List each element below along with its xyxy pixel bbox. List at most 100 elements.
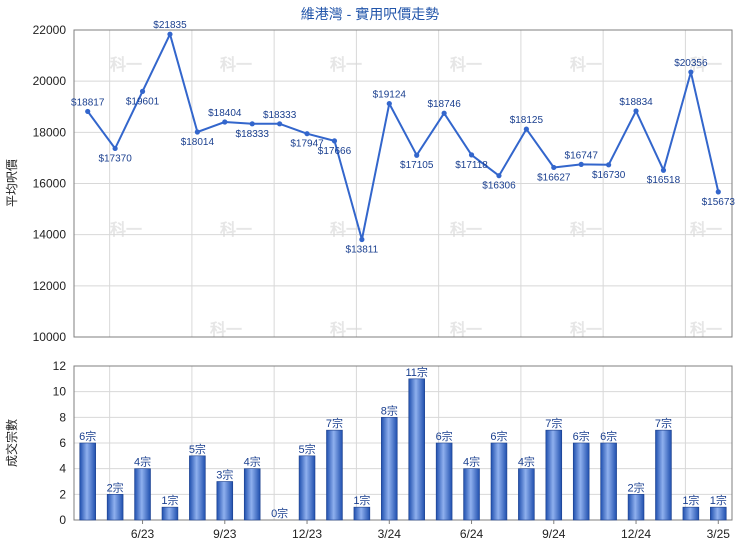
- price-point[interactable]: [331, 138, 338, 144]
- volume-bar[interactable]: [682, 506, 700, 521]
- price-point[interactable]: [468, 152, 475, 158]
- volume-bar[interactable]: [353, 506, 371, 521]
- price-tick-label: 18000: [33, 125, 67, 139]
- volume-bar[interactable]: [545, 429, 563, 521]
- price-point[interactable]: [715, 189, 721, 195]
- price-point[interactable]: [523, 126, 529, 132]
- volume-data-label: 8宗: [381, 403, 398, 417]
- price-point[interactable]: [551, 164, 557, 171]
- x-tick-label: 6/23: [131, 527, 155, 541]
- watermark: 科一: [450, 320, 482, 339]
- price-point[interactable]: [606, 162, 612, 168]
- volume-bar[interactable]: [381, 417, 398, 521]
- volume-axis-label: 成交宗數: [4, 419, 19, 467]
- watermark: 科一: [110, 55, 142, 74]
- price-data-label: $16518: [647, 175, 681, 186]
- price-data-label: $18834: [619, 97, 653, 108]
- volume-bar[interactable]: [627, 494, 645, 521]
- price-point[interactable]: [304, 131, 310, 137]
- price-point[interactable]: [633, 108, 639, 114]
- watermark: 科一: [450, 220, 482, 239]
- volume-bar[interactable]: [326, 429, 343, 521]
- price-axis-label: 平均呎價: [5, 159, 19, 207]
- volume-bar[interactable]: [161, 506, 179, 521]
- price-tick-label: 16000: [33, 177, 67, 191]
- volume-bar[interactable]: [243, 468, 261, 521]
- price-tick-label: 12000: [33, 279, 67, 293]
- price-data-label: $17370: [98, 153, 132, 164]
- price-point[interactable]: [139, 88, 146, 94]
- price-data-label: $17118: [455, 160, 488, 171]
- volume-bar[interactable]: [134, 468, 151, 521]
- price-tick-label: 20000: [33, 74, 67, 88]
- price-point[interactable]: [441, 110, 447, 116]
- price-point[interactable]: [386, 100, 392, 107]
- x-tick-label: 3/25: [707, 527, 731, 541]
- x-tick-label: 9/23: [213, 527, 237, 541]
- chart-title: 維港灣 - 實用呎價走勢: [301, 6, 439, 22]
- price-point[interactable]: [277, 121, 283, 127]
- price-data-label: $19124: [373, 90, 407, 101]
- volume-bar[interactable]: [518, 468, 535, 521]
- volume-data-label: 6宗: [436, 429, 453, 443]
- watermark: 科一: [450, 55, 482, 74]
- watermark: 科一: [690, 55, 722, 74]
- price-point[interactable]: [578, 161, 584, 167]
- volume-data-label: 2宗: [107, 480, 124, 494]
- price-point[interactable]: [249, 121, 255, 127]
- volume-tick-label: 2: [59, 487, 66, 501]
- volume-bar[interactable]: [189, 455, 206, 521]
- volume-bar[interactable]: [463, 468, 480, 521]
- volume-bar[interactable]: [216, 481, 234, 521]
- price-point[interactable]: [112, 145, 118, 152]
- volume-bar[interactable]: [572, 442, 590, 521]
- price-point[interactable]: [85, 108, 91, 115]
- volume-bar[interactable]: [655, 429, 672, 521]
- volume-data-label: 1宗: [710, 493, 727, 507]
- volume-bar[interactable]: [298, 455, 316, 521]
- x-tick-label: 9/24: [542, 527, 566, 541]
- volume-bar[interactable]: [79, 442, 96, 521]
- volume-data-label: 4宗: [134, 455, 151, 469]
- price-tick-label: 22000: [33, 23, 67, 37]
- volume-bar[interactable]: [490, 442, 508, 521]
- price-point[interactable]: [496, 173, 502, 179]
- volume-bar[interactable]: [408, 378, 425, 521]
- price-point[interactable]: [222, 119, 228, 125]
- price-data-label: $18333: [236, 129, 270, 140]
- volume-data-label: 11宗: [405, 365, 427, 379]
- watermark: 科一: [570, 220, 602, 239]
- volume-data-label: 5宗: [298, 442, 315, 456]
- price-data-label: $16306: [482, 181, 516, 192]
- volume-chart-frame: [73, 365, 733, 521]
- volume-bar-chart: 0 2 4 6 8 10 12 成交宗數 6宗 2宗 4宗 1宗 5宗 3宗 4宗 0宗 5宗 7宗 1宗 8宗 1…: [4, 359, 733, 541]
- x-tick-label: 3/24: [378, 527, 402, 541]
- volume-bar[interactable]: [106, 494, 124, 521]
- watermark: 科一: [690, 220, 722, 239]
- price-point[interactable]: [194, 129, 200, 135]
- volume-data-label: 6宗: [490, 429, 507, 443]
- price-point[interactable]: [660, 167, 667, 173]
- volume-bar[interactable]: [435, 442, 453, 521]
- volume-data-label: 0宗: [271, 506, 288, 520]
- price-point[interactable]: [167, 31, 173, 37]
- price-point[interactable]: [359, 236, 365, 243]
- volume-tick-label: 6: [59, 436, 66, 450]
- watermark: 科一: [570, 55, 602, 74]
- watermark: 科一: [330, 320, 362, 339]
- watermark: 科一: [570, 320, 602, 339]
- volume-bar[interactable]: [710, 506, 727, 521]
- price-data-label: $18125: [510, 115, 544, 126]
- price-point[interactable]: [414, 152, 420, 158]
- volume-data-label: 6宗: [79, 429, 96, 443]
- price-point[interactable]: [688, 69, 694, 75]
- price-data-label: $16747: [565, 150, 599, 161]
- volume-data-label: 4宗: [244, 455, 261, 469]
- volume-data-label: 7宗: [545, 416, 562, 430]
- volume-tick-label: 4: [59, 462, 66, 476]
- price-line-chart: 10000 12000 14000 16000 18000 20000 22000 維港灣 …: [5, 6, 735, 344]
- volume-bar[interactable]: [600, 442, 617, 521]
- price-data-label: $19601: [126, 96, 160, 107]
